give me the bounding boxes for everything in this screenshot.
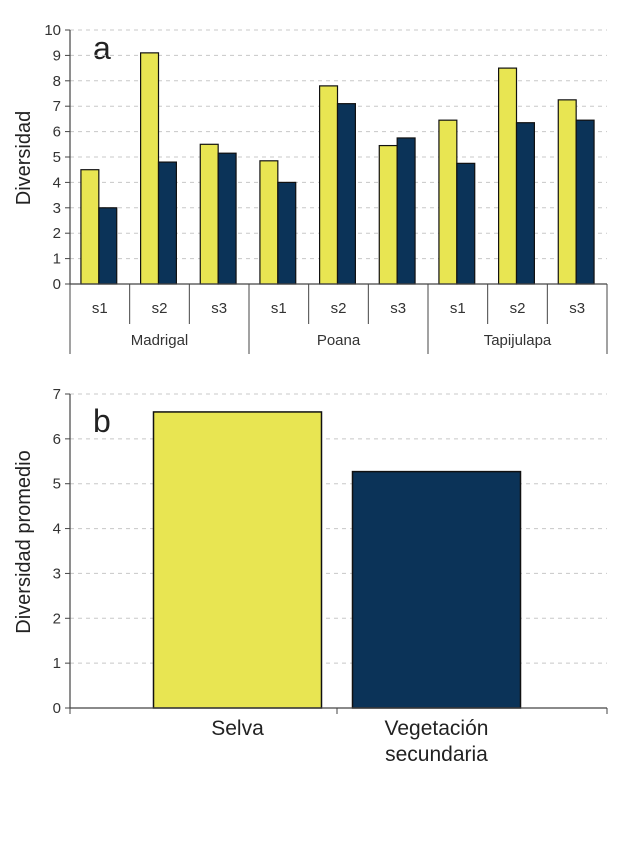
bar-a xyxy=(515,122,535,285)
panel-label-b: b xyxy=(93,403,111,439)
y-tick-label-b: 1 xyxy=(53,655,61,672)
y-tick-label-b: 6 xyxy=(53,431,61,448)
group-label-a: Tapijulapa xyxy=(484,332,552,349)
bar-a xyxy=(557,99,577,285)
bar-a xyxy=(157,161,177,285)
category-label-a: s2 xyxy=(510,300,526,317)
chart-a: a Diversidad 0 1 2 3 4 5 6 7 8 9 10 s1 s2 s3 Madrigal s… xyxy=(13,22,608,354)
y-tick-label-a: 5 xyxy=(53,149,61,166)
bar-a xyxy=(319,85,339,285)
y-tick-label-a: 1 xyxy=(53,251,61,268)
bar-a xyxy=(456,162,476,285)
category-label-a: s3 xyxy=(390,300,406,317)
bar-a xyxy=(259,160,279,285)
y-tick-label-a: 3 xyxy=(53,200,61,217)
y-tick-label-a: 0 xyxy=(53,276,61,293)
chart-b: b Diversidad promedio 0 1 2 3 4 5 6 7 Selva Veget… xyxy=(13,386,608,766)
category-label-b: Selva xyxy=(211,717,264,740)
category-label-a: s2 xyxy=(331,300,347,317)
y-tick-label-a: 9 xyxy=(53,47,61,64)
category-label-a: s1 xyxy=(271,300,287,317)
y-axis-label-b: Diversidad promedio xyxy=(13,450,35,633)
bar-a xyxy=(575,119,595,285)
bar-a xyxy=(140,52,160,285)
y-axis-label-a: Diversidad xyxy=(13,111,35,205)
y-tick-label-a: 4 xyxy=(53,174,61,191)
y-tick-label-b: 0 xyxy=(53,700,61,717)
bar-a xyxy=(80,169,100,285)
y-tick-label-a: 6 xyxy=(53,124,61,141)
category-label-a: s3 xyxy=(211,300,227,317)
category-label-a: s3 xyxy=(569,300,585,317)
category-label-b: secundaria xyxy=(385,743,488,766)
category-label-a: s1 xyxy=(450,300,466,317)
y-tick-label-b: 7 xyxy=(53,386,61,403)
bar-a xyxy=(199,143,219,285)
bar-a xyxy=(438,119,458,285)
bar-a xyxy=(217,152,237,285)
bar-a xyxy=(378,144,398,285)
y-tick-label-a: 10 xyxy=(44,22,61,39)
category-label-a: s2 xyxy=(152,300,168,317)
bar-b xyxy=(152,411,323,709)
y-tick-label-a: 7 xyxy=(53,98,61,115)
bar-a xyxy=(277,181,297,285)
group-label-a: Poana xyxy=(317,332,361,349)
y-tick-label-b: 3 xyxy=(53,565,61,582)
bar-a xyxy=(498,67,518,285)
bar-b xyxy=(351,470,522,709)
bar-a xyxy=(336,103,356,285)
y-tick-label-a: 2 xyxy=(53,225,61,242)
y-tick-label-b: 5 xyxy=(53,476,61,493)
category-label-a: s1 xyxy=(92,300,108,317)
group-label-a: Madrigal xyxy=(131,332,189,349)
category-label-b: Vegetación xyxy=(385,717,489,740)
y-tick-label-a: 8 xyxy=(53,73,61,90)
bar-a xyxy=(98,207,118,285)
bar-a xyxy=(396,137,416,285)
panel-label-a: a xyxy=(93,30,111,66)
y-tick-label-b: 2 xyxy=(53,610,61,627)
y-tick-label-b: 4 xyxy=(53,521,61,538)
